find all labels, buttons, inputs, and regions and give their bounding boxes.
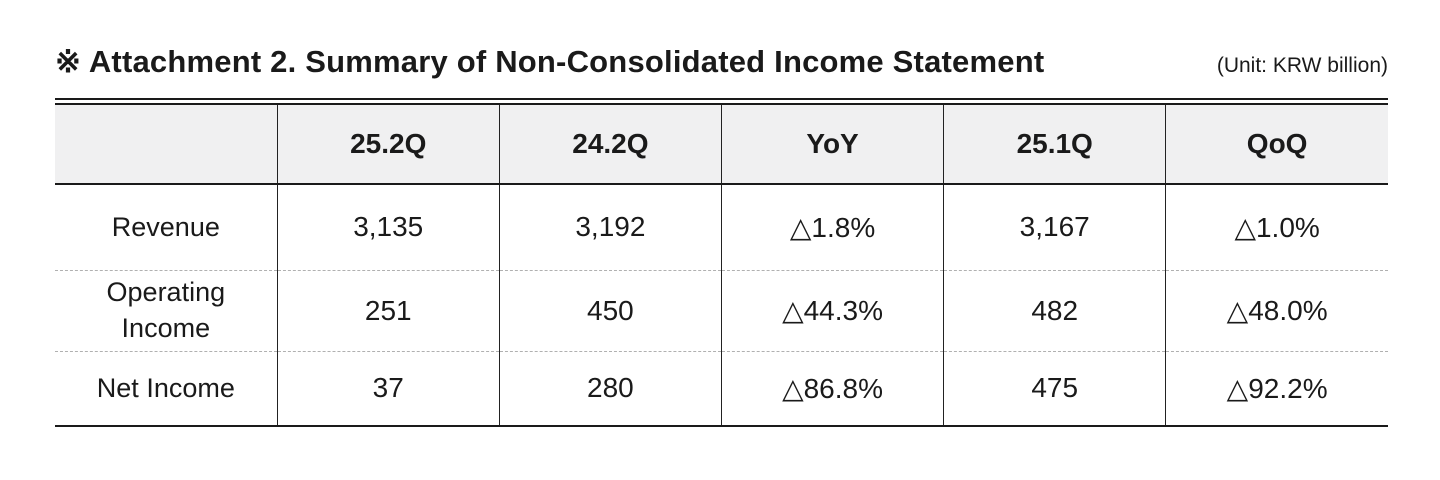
unit-note: (Unit: KRW billion) [1216, 54, 1388, 77]
cell-revenue-25-1q: 3,167 [943, 184, 1166, 270]
cell-revenue-24-2q: 3,192 [498, 184, 722, 270]
table-row-revenue: Revenue 3,135 3,192 △1.8% 3,167 △1.0% [55, 184, 1388, 270]
column-header-25-2q: 25.2Q [276, 104, 500, 185]
row-label-revenue: Revenue [111, 211, 220, 242]
cell-operating-income-yoy: △44.3% [720, 269, 944, 351]
cell-revenue-yoy: △1.8% [720, 184, 944, 270]
header-row: 25.2Q 24.2Q YoY 25.1Q QoQ [55, 104, 1388, 185]
row-label-net-income: Net Income [55, 350, 278, 426]
cell-operating-income-25-1q: 482 [943, 269, 1166, 351]
table-row-operating-income: Operating Income 251 450 △44.3% 482 △48.… [55, 269, 1388, 351]
cell-net-income-25-1q: 475 [943, 350, 1166, 426]
cell-revenue-25-2q: 3,135 [276, 184, 500, 270]
column-header-qoq: QoQ [1165, 104, 1388, 185]
attachment-section: ※ Attachment 2. Summary of Non-Consolida… [55, 0, 1388, 427]
column-header-yoy: YoY [720, 104, 944, 185]
cell-net-income-yoy: △86.8% [720, 350, 944, 426]
cell-operating-income-qoq: △48.0% [1165, 269, 1388, 351]
cell-operating-income-25-2q: 251 [276, 269, 500, 351]
table-row-net-income: Net Income 37 280 △86.8% 475 △92.2% [55, 350, 1388, 426]
column-header-blank [55, 104, 278, 185]
column-header-24-2q: 24.2Q [498, 104, 722, 185]
cell-net-income-qoq: △92.2% [1165, 350, 1388, 426]
title-row: ※ Attachment 2. Summary of Non-Consolida… [55, 44, 1388, 80]
cell-operating-income-24-2q: 450 [498, 269, 722, 351]
cell-revenue-qoq: △1.0% [1165, 184, 1388, 270]
cell-net-income-24-2q: 280 [498, 350, 722, 426]
column-header-25-1q: 25.1Q [943, 104, 1166, 185]
income-statement-table: 25.2Q 24.2Q YoY 25.1Q QoQ Revenue 3,135 … [55, 98, 1388, 427]
summary-table: 25.2Q 24.2Q YoY 25.1Q QoQ Revenue 3,135 … [55, 103, 1388, 427]
page-title: ※ Attachment 2. Summary of Non-Consolida… [55, 44, 1045, 79]
cell-net-income-25-2q: 37 [276, 350, 500, 426]
row-label-operating-income: Operating Income [55, 269, 278, 351]
